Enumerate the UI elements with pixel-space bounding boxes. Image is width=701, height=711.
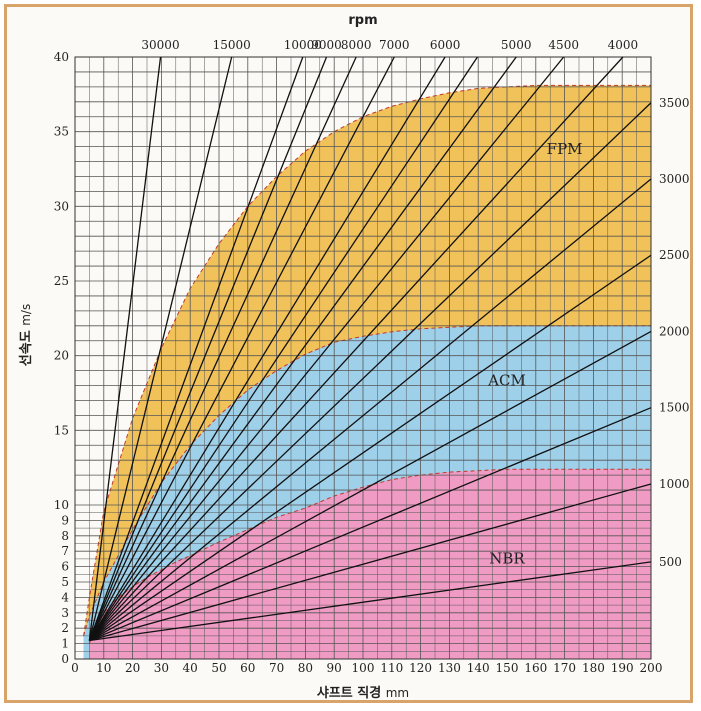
x-tick-label: 30	[154, 661, 169, 675]
y-tick-label: 3	[61, 606, 69, 620]
x-tick-label: 10	[96, 661, 111, 675]
rpm-label-2500: 2500	[659, 248, 690, 262]
plot-border	[74, 56, 652, 660]
rpm-line-7000	[88, 56, 395, 641]
rpm-label-10000: 10000	[284, 38, 322, 52]
regions-layer	[83, 84, 652, 659]
region-nbr	[89, 469, 651, 659]
region-label-fpm: FPM	[547, 140, 583, 158]
rpm-line-6000	[88, 56, 446, 641]
x-tick-label: 0	[71, 661, 79, 675]
rpm-label-6000: 6000	[430, 38, 461, 52]
y-tick-labels: 01 23 456 78 910 15 20 25 30 35 40	[54, 50, 70, 666]
x-tick-label: 110	[380, 661, 403, 675]
x-tick-label: 20	[125, 661, 140, 675]
x-tick-label: 160	[524, 661, 547, 675]
x-tick-label: 140	[467, 661, 490, 675]
x-axis-label-text: 샤프트 직경	[317, 685, 381, 701]
y-tick-label: 30	[54, 199, 69, 213]
rpm-label-2000: 2000	[659, 325, 690, 339]
y-tick-label: 15	[54, 423, 69, 437]
region-label-acm: ACM	[487, 372, 526, 390]
y-tick-label: 2	[61, 621, 69, 635]
rpm-label-3000: 3000	[659, 172, 690, 186]
x-tick-label: 40	[183, 661, 198, 675]
rpm-line-1500	[89, 407, 652, 642]
x-tick-label: 180	[582, 661, 605, 675]
rpm-label-8000: 8000	[341, 38, 372, 52]
rpm-line-4000	[88, 56, 624, 641]
x-tick-labels: 0 10 20 30 40 50 60 70 80 90 100 110 120 130 140 150 160…	[71, 661, 662, 675]
x-tick-label: 90	[327, 661, 342, 675]
rpm-line-3000	[88, 178, 652, 642]
x-tick-label: 60	[240, 661, 255, 675]
y-axis-label-text: 선속도	[18, 330, 34, 366]
y-tick-label: 40	[54, 50, 69, 64]
y-tick-label: 10	[54, 498, 69, 512]
y-tick-label: 7	[61, 544, 69, 558]
rpm-label-1000: 1000	[659, 477, 690, 491]
region-label-nbr: NBR	[489, 550, 525, 568]
x-tick-label: 200	[640, 661, 663, 675]
x-tick-label: 190	[611, 661, 634, 675]
x-tick-label: 100	[352, 661, 375, 675]
x-tick-label: 120	[409, 661, 432, 675]
rpm-label-5000: 5000	[501, 38, 532, 52]
y-tick-label: 6	[61, 560, 69, 574]
rpm-line-15000	[88, 56, 233, 641]
rpm-line-2500	[89, 254, 652, 642]
top-axis-label: rpm	[348, 13, 377, 28]
rpm-line-30000	[88, 56, 162, 641]
rpm-line-5000	[88, 56, 517, 641]
rpm-line-9000	[88, 56, 328, 641]
x-tick-label: 170	[553, 661, 576, 675]
x-axis-label: 샤프트 직경 mm	[317, 685, 409, 701]
rpm-line-500	[89, 561, 652, 642]
y-tick-label: 35	[54, 125, 69, 139]
rpm-line-5500	[88, 56, 478, 641]
rpm-lines-layer	[88, 56, 652, 642]
rpm-line-8000	[88, 56, 357, 641]
rpm-label-1500: 1500	[659, 401, 690, 415]
x-tick-label: 70	[269, 661, 284, 675]
rpm-label-500: 500	[659, 555, 682, 569]
y-axis-label-unit: m/s	[19, 304, 33, 326]
rpm-label-4500: 4500	[548, 38, 579, 52]
rpm-label-15000: 15000	[213, 38, 251, 52]
rpm-label-9000: 9000	[311, 38, 342, 52]
y-axis-label: 선속도 m/s	[18, 304, 34, 366]
rpm-label-4000: 4000	[608, 38, 639, 52]
rpm-line-1000	[89, 483, 652, 642]
rpm-label-3500: 3500	[659, 96, 690, 110]
rpm-label-7000: 7000	[379, 38, 410, 52]
x-tick-label: 80	[298, 661, 313, 675]
x-tick-label: 50	[211, 661, 226, 675]
y-tick-label: 0	[61, 652, 69, 666]
y-tick-label: 8	[61, 529, 69, 543]
y-tick-label: 9	[61, 513, 69, 527]
rpm-line-3500	[88, 102, 652, 641]
y-tick-label: 25	[54, 274, 69, 288]
x-tick-label: 150	[496, 661, 519, 675]
rpm-line-2000	[89, 330, 652, 642]
y-tick-label: 4	[61, 590, 69, 604]
x-tick-label: 130	[438, 661, 461, 675]
x-axis-label-unit: mm	[386, 686, 409, 700]
rpm-line-4500	[88, 56, 565, 641]
rpm-line-10000	[88, 56, 304, 641]
y-tick-label: 20	[54, 349, 69, 363]
rpm-label-30000: 30000	[141, 38, 179, 52]
y-tick-label: 5	[61, 575, 69, 589]
y-tick-label: 1	[61, 637, 69, 651]
region-labels: FPM ACM NBR	[487, 140, 582, 567]
